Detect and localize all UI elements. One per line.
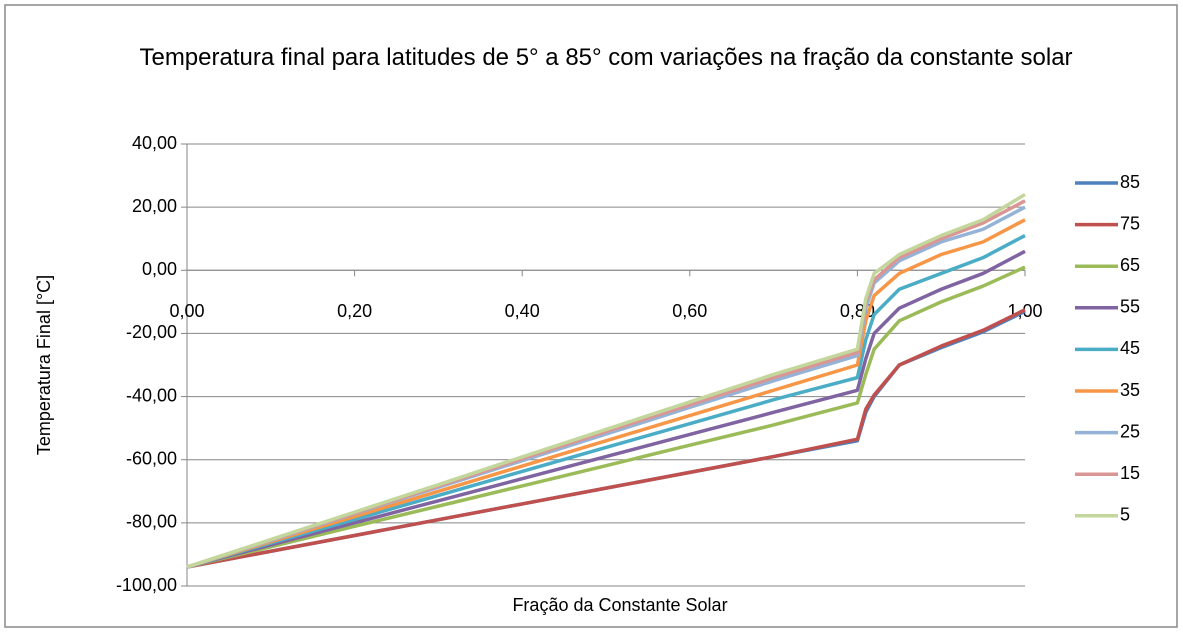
chart-title: Temperatura final para latitudes de 5° a… [139, 44, 1073, 71]
y-axis-title: Temperatura Final [°C] [34, 275, 54, 455]
legend-label: 65 [1120, 255, 1140, 275]
series-line [186, 308, 1026, 569]
y-tick-label: -80,00 [126, 512, 177, 532]
y-tick-label: -20,00 [126, 322, 177, 342]
series-line [186, 193, 1026, 569]
y-tick-label: 40,00 [132, 133, 177, 153]
y-tick-label: -40,00 [126, 385, 177, 405]
x-tick-label: 0,20 [337, 301, 372, 321]
x-axis-title: Fração da Constante Solar [512, 595, 727, 615]
series-line [186, 265, 1026, 569]
y-tick-label: 20,00 [132, 196, 177, 216]
x-tick-label: 0,60 [672, 301, 707, 321]
y-tick-label: -60,00 [126, 448, 177, 468]
y-tick-label: -100,00 [116, 575, 177, 595]
legend-label: 85 [1120, 172, 1140, 192]
series-line [186, 249, 1026, 569]
legend-label: 35 [1120, 380, 1140, 400]
legend-label: 55 [1120, 297, 1140, 317]
legend-label: 45 [1120, 338, 1140, 358]
legend-label: 5 [1120, 505, 1130, 525]
series-line [186, 234, 1026, 569]
x-tick-label: 0,00 [169, 301, 204, 321]
series-line [186, 218, 1026, 569]
x-tick-label: 0,40 [505, 301, 540, 321]
legend-label: 75 [1120, 213, 1140, 233]
legend-label: 15 [1120, 463, 1140, 483]
y-tick-label: 0,00 [142, 259, 177, 279]
legend-label: 25 [1120, 421, 1140, 441]
